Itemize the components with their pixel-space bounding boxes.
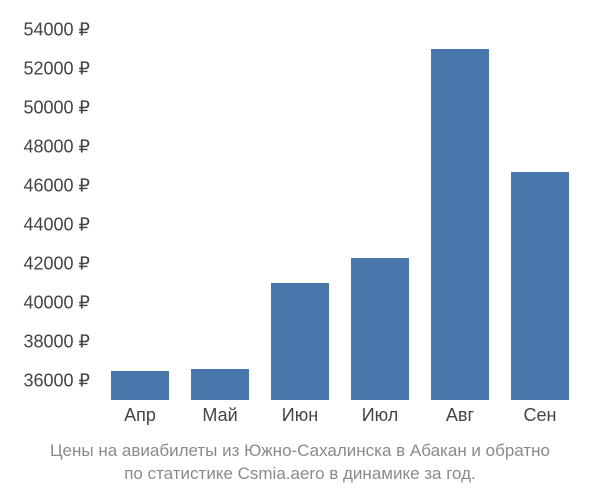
- y-tick-label: 52000 ₽: [0, 58, 90, 79]
- x-tick-label: Сен: [524, 405, 557, 426]
- y-tick-label: 36000 ₽: [0, 370, 90, 391]
- x-tick-label: Июн: [282, 405, 318, 426]
- x-tick-label: Июл: [362, 405, 399, 426]
- price-chart: Цены на авиабилеты из Южно-Сахалинска в …: [0, 0, 600, 500]
- x-tick-label: Май: [202, 405, 237, 426]
- bar: [511, 172, 569, 400]
- plot-area: [100, 20, 580, 400]
- x-tick-label: Апр: [124, 405, 156, 426]
- y-tick-label: 44000 ₽: [0, 214, 90, 235]
- bar: [351, 258, 409, 400]
- bar: [191, 369, 249, 400]
- y-tick-label: 54000 ₽: [0, 19, 90, 40]
- bar: [271, 283, 329, 400]
- caption-line-2: по статистике Csmia.aero в динамике за г…: [124, 464, 476, 483]
- y-tick-label: 40000 ₽: [0, 292, 90, 313]
- y-tick-label: 50000 ₽: [0, 97, 90, 118]
- bar: [431, 49, 489, 400]
- bar: [111, 371, 169, 400]
- chart-caption: Цены на авиабилеты из Южно-Сахалинска в …: [0, 440, 600, 486]
- y-tick-label: 38000 ₽: [0, 331, 90, 352]
- y-tick-label: 42000 ₽: [0, 253, 90, 274]
- caption-line-1: Цены на авиабилеты из Южно-Сахалинска в …: [50, 441, 550, 460]
- y-tick-label: 48000 ₽: [0, 136, 90, 157]
- x-tick-label: Авг: [446, 405, 474, 426]
- y-tick-label: 46000 ₽: [0, 175, 90, 196]
